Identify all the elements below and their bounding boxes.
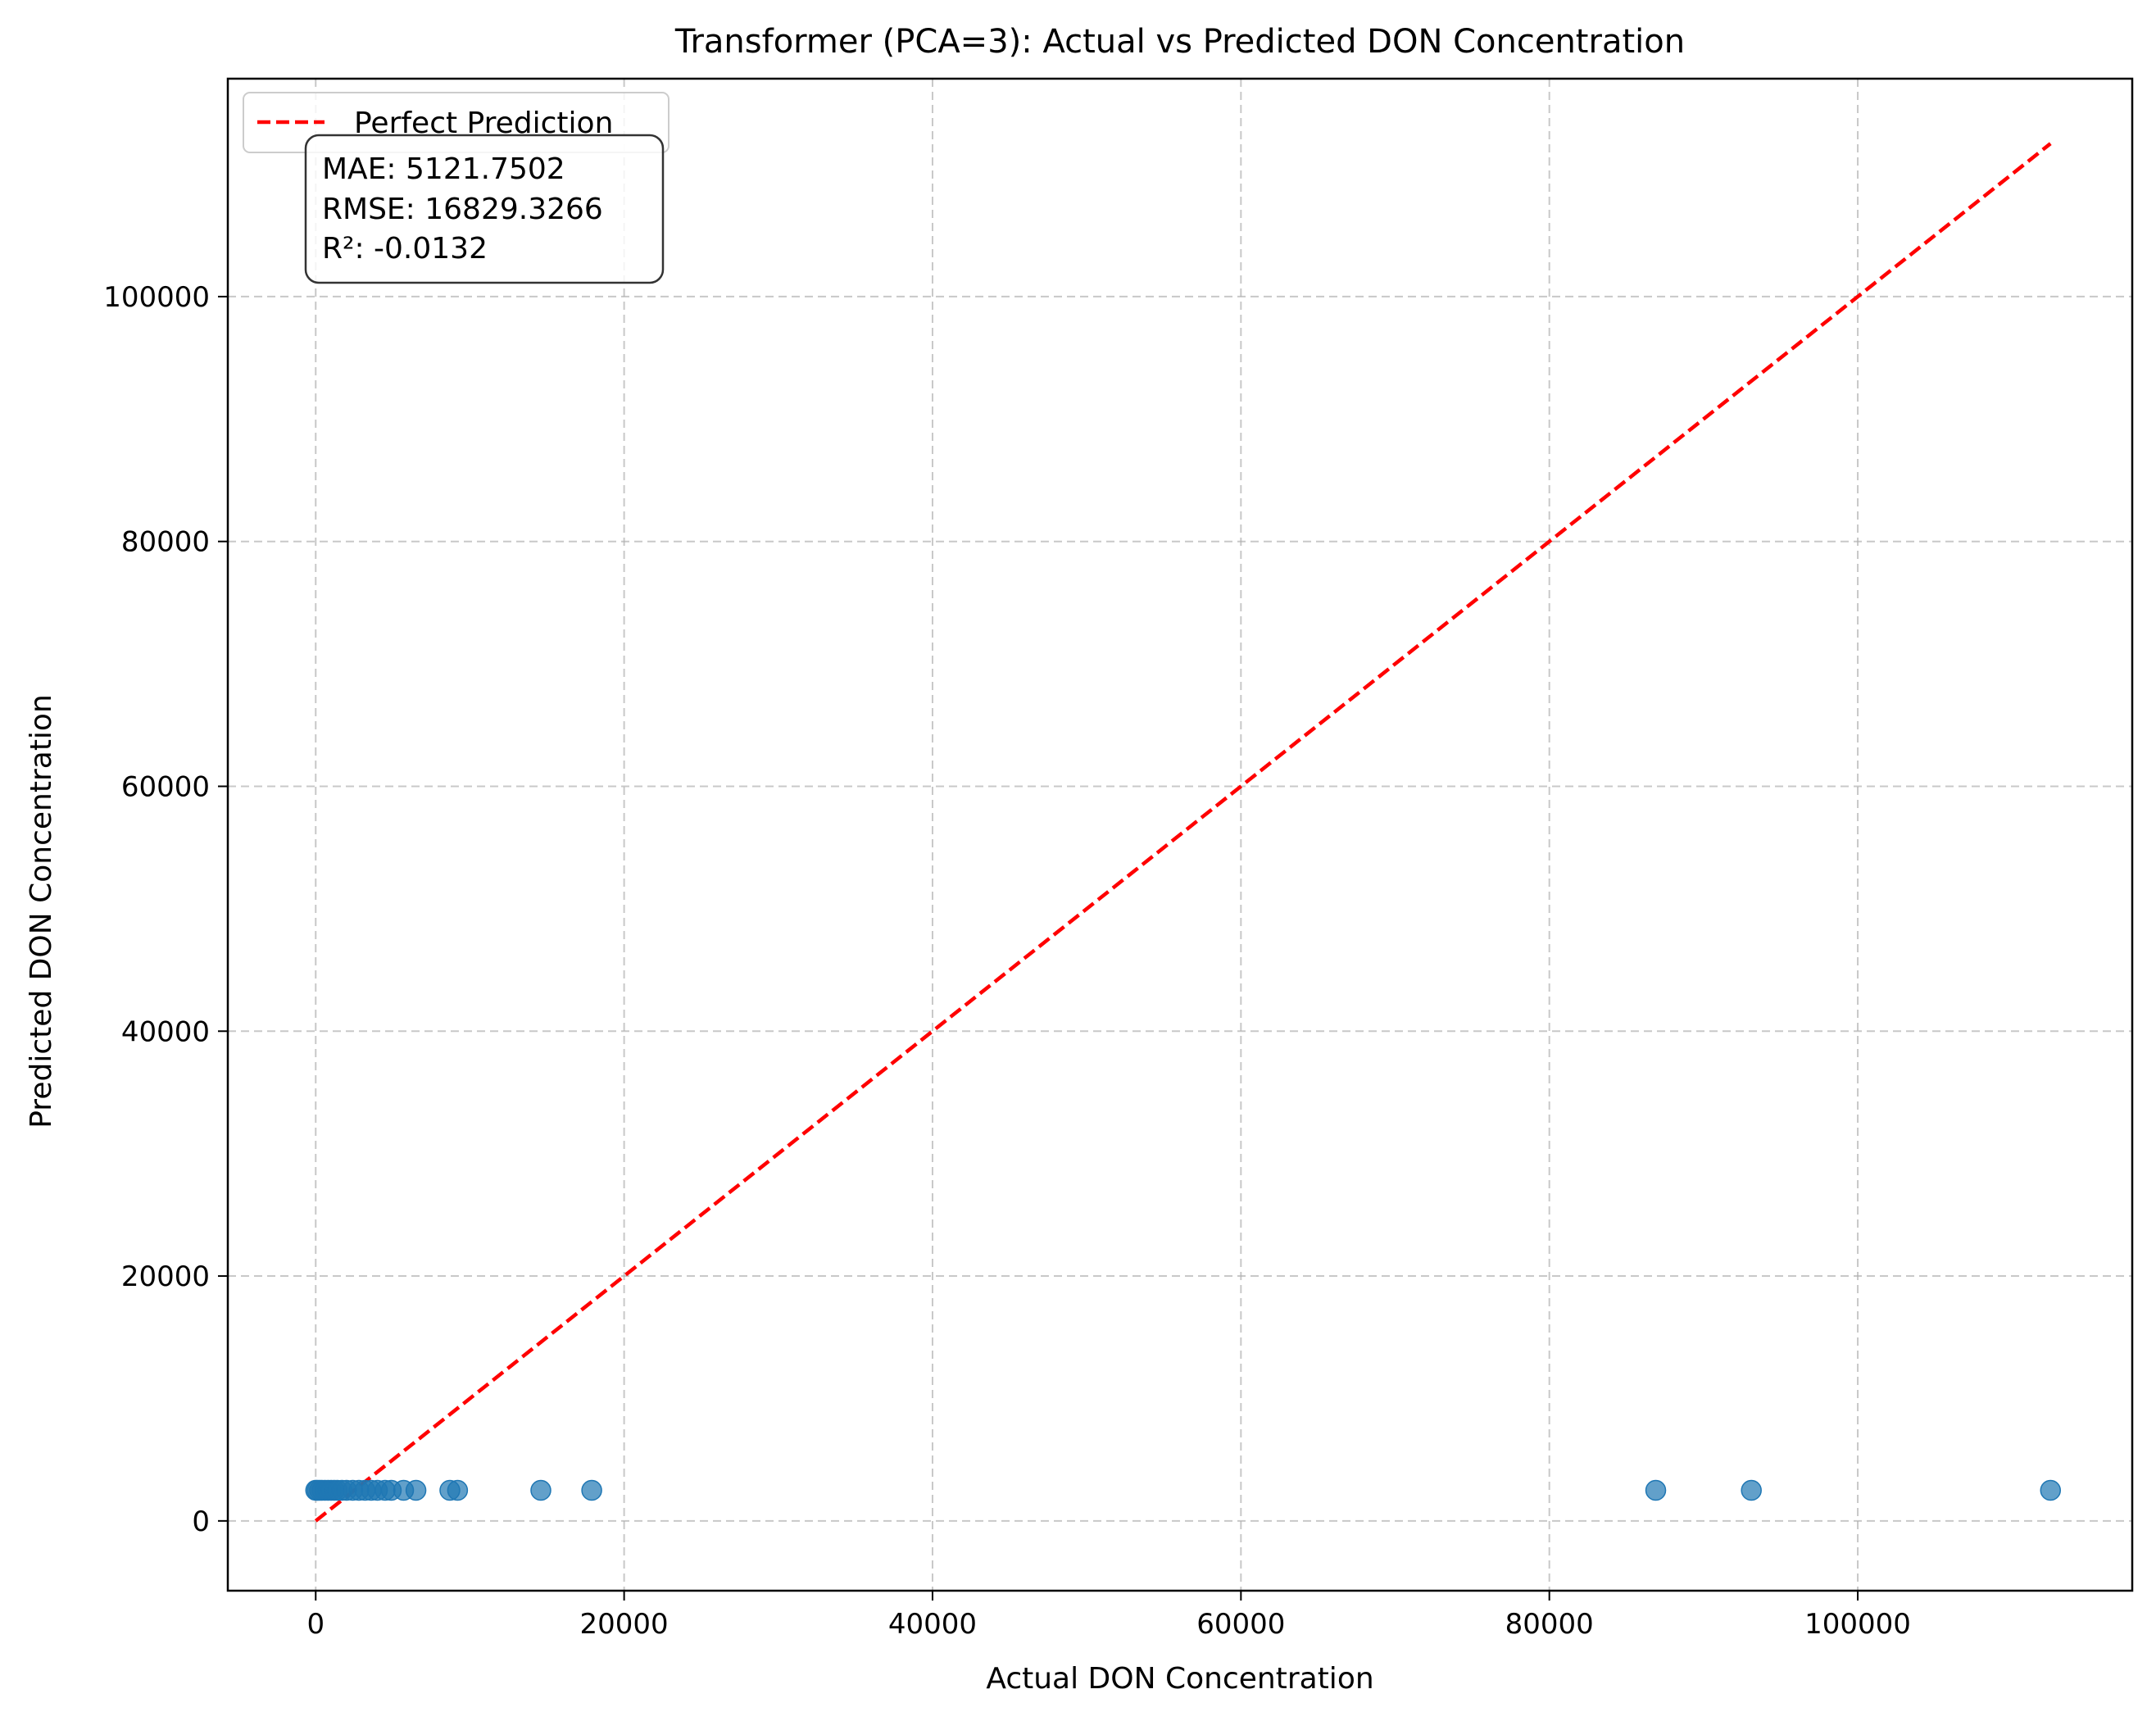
scatter-point <box>405 1479 427 1501</box>
metrics-box: MAE: 5121.7502 RMSE: 16829.3266 R²: -0.0… <box>304 134 665 284</box>
scatter-point <box>447 1479 469 1501</box>
reference-line-layer <box>314 142 2052 1523</box>
x-axis-ticks: 0 20000 40000 60000 80000 100000 <box>306 1591 1911 1641</box>
metric-r-squared: R²: -0.0132 <box>322 232 488 266</box>
x-axis-label: Actual DON Concentration <box>986 1662 1373 1696</box>
grid <box>228 79 2132 1591</box>
scatter-point <box>1741 1479 1762 1501</box>
chart-title: Transformer (PCA=3): Actual vs Predicted… <box>674 23 1685 61</box>
x-tick-label: 20000 <box>580 1608 669 1641</box>
scatter-point <box>2040 1479 2062 1501</box>
scatter-point <box>530 1479 551 1501</box>
scatter-points <box>305 1479 2062 1501</box>
metric-mae: MAE: 5121.7502 <box>322 152 565 186</box>
metric-rmse: RMSE: 16829.3266 <box>322 193 603 226</box>
plot-frame <box>226 77 2134 1592</box>
y-tick-label: 100000 <box>103 281 210 314</box>
y-tick-label: 80000 <box>121 526 210 559</box>
y-axis-ticks: 0 20000 40000 60000 80000 100000 <box>103 281 228 1538</box>
scatter-point <box>1645 1479 1667 1501</box>
y-tick-label: 40000 <box>121 1015 210 1048</box>
metrics-box-frame <box>304 134 665 284</box>
x-tick-label: 0 <box>306 1608 325 1641</box>
y-tick-label: 0 <box>192 1505 210 1538</box>
x-tick-label: 40000 <box>888 1608 977 1641</box>
x-tick-label: 60000 <box>1196 1608 1285 1641</box>
perfect-prediction-line <box>314 142 2052 1523</box>
scatter-point <box>581 1479 602 1501</box>
y-axis-label: Predicted DON Concentration <box>25 694 58 1128</box>
y-tick-label: 60000 <box>121 770 210 803</box>
x-tick-label: 100000 <box>1804 1608 1911 1641</box>
x-tick-label: 80000 <box>1505 1608 1594 1641</box>
y-tick-label: 20000 <box>121 1260 210 1293</box>
